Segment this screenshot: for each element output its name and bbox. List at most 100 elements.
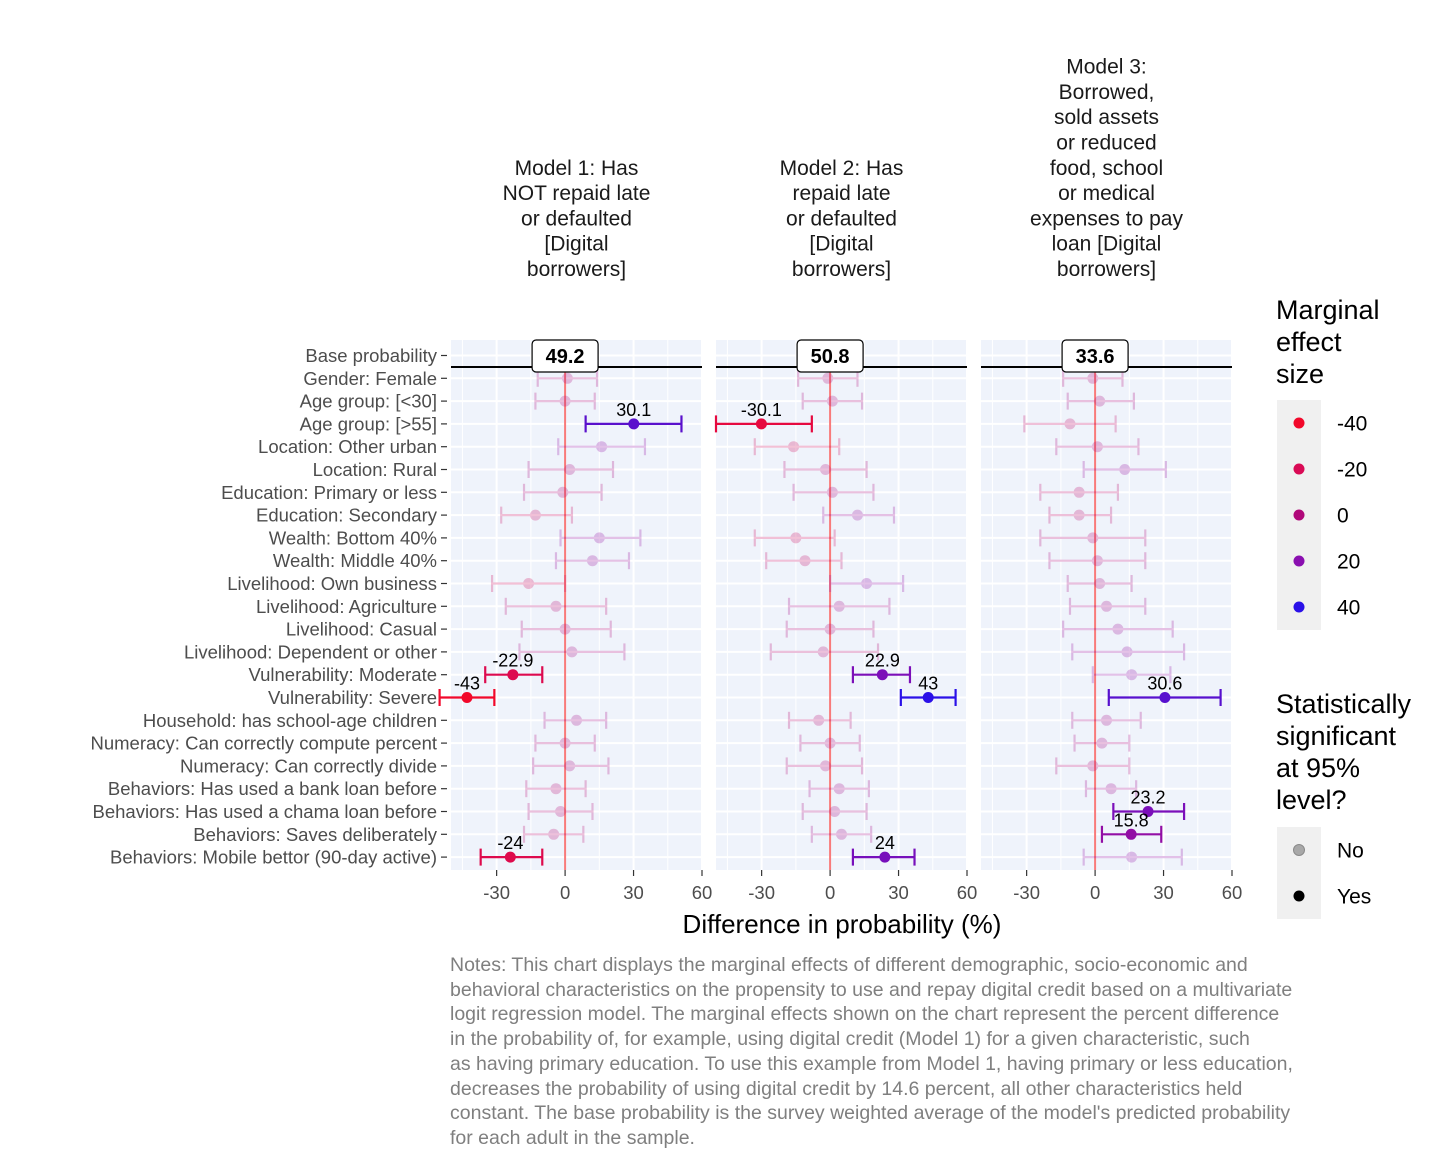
errorbar-row-1 bbox=[1062, 369, 1124, 387]
y-axis-label-10: Livelihood: Own business bbox=[227, 573, 437, 594]
legend-key-dot bbox=[1293, 890, 1305, 902]
estimate-point bbox=[571, 714, 582, 726]
estimate-point bbox=[1126, 669, 1138, 681]
y-axis-label-5: Location: Rural bbox=[313, 459, 437, 480]
errorbar-row-18 bbox=[785, 757, 864, 775]
legend-key-label: Yes bbox=[1337, 886, 1371, 909]
base-probability-box bbox=[1061, 339, 1129, 373]
estimate-point bbox=[1091, 441, 1103, 453]
panel-title-line: borrowers] bbox=[792, 258, 891, 281]
x-axis-tick-label: 60 bbox=[692, 882, 713, 903]
estimate-point bbox=[820, 464, 832, 475]
estimate-point bbox=[1119, 464, 1131, 475]
x-axis-tick-label: 0 bbox=[560, 882, 570, 903]
data-label: 30.6 bbox=[1147, 674, 1182, 694]
x-axis-tick-label: -30 bbox=[748, 882, 775, 903]
data-label: 24 bbox=[875, 833, 895, 853]
legend-title-line: significant bbox=[1276, 721, 1397, 751]
estimate-point bbox=[1087, 532, 1099, 544]
errorbar-row-20 bbox=[801, 803, 868, 820]
legend-key-dot bbox=[1293, 509, 1305, 521]
data-label: 15.8 bbox=[1114, 810, 1149, 830]
errorbar-row-7 bbox=[822, 506, 896, 524]
estimate-point bbox=[788, 441, 800, 453]
x-axis-tick-label: -30 bbox=[483, 882, 510, 903]
estimate-point bbox=[566, 646, 578, 658]
legend-key-dot bbox=[1293, 463, 1305, 475]
estimate-point bbox=[1121, 646, 1133, 658]
estimate-point bbox=[1073, 486, 1085, 498]
errorbar-row-2 bbox=[534, 392, 596, 410]
estimate-point bbox=[504, 851, 516, 863]
panel-title-line: borrowers] bbox=[1057, 258, 1156, 281]
panel-title-line: borrowers] bbox=[527, 258, 626, 281]
errorbar-row-13 bbox=[1071, 643, 1186, 661]
x-axis-tick-label: 0 bbox=[1090, 882, 1100, 903]
estimate-point bbox=[559, 623, 571, 635]
legend-key-label: -40 bbox=[1337, 413, 1367, 436]
legend-key-label: No bbox=[1337, 840, 1364, 863]
errorbar-row-16 bbox=[543, 711, 608, 729]
panel-title-line: Model 2: Has bbox=[780, 157, 904, 180]
panel-title-line: Borrowed, bbox=[1059, 81, 1155, 104]
errorbar-row-3 bbox=[1023, 415, 1117, 433]
errorbar-row-4 bbox=[753, 438, 841, 456]
errorbar-row-15 bbox=[899, 689, 957, 706]
panel-title-line: NOT repaid late bbox=[503, 182, 651, 205]
panel-background bbox=[451, 340, 702, 870]
estimate-point bbox=[550, 600, 562, 612]
errorbar-row-12 bbox=[520, 620, 612, 638]
legend-key-label: 20 bbox=[1337, 551, 1360, 574]
x-axis-tick-label: 0 bbox=[825, 882, 835, 903]
estimate-point bbox=[559, 737, 571, 749]
y-axis-label-9: Wealth: Middle 40% bbox=[273, 550, 437, 571]
estimate-point bbox=[1101, 600, 1112, 612]
errorbar-row-6 bbox=[792, 483, 875, 501]
base-probability-value: 50.8 bbox=[811, 346, 850, 368]
estimate-point bbox=[1096, 737, 1108, 749]
x-axis-tick-label: 60 bbox=[1222, 882, 1243, 903]
estimate-point bbox=[1073, 509, 1085, 521]
errorbar-row-22 bbox=[851, 848, 916, 866]
errorbar-row-14 bbox=[851, 666, 912, 684]
panel-title-line: expenses to pay bbox=[1030, 207, 1183, 230]
panel-title-line: or reduced bbox=[1056, 132, 1156, 155]
panel-title-line: or medical bbox=[1058, 182, 1155, 205]
errorbar-row-13 bbox=[769, 643, 880, 661]
panel-title-line: Model 1: Has bbox=[515, 157, 639, 180]
estimate-point bbox=[879, 851, 891, 863]
x-axis-tick-label: 30 bbox=[888, 882, 909, 903]
data-label: -22.9 bbox=[492, 651, 533, 671]
legend-title-line: size bbox=[1276, 359, 1324, 389]
estimate-point bbox=[1126, 851, 1138, 863]
legend-key-dot bbox=[1293, 417, 1305, 429]
estimate-point bbox=[1125, 828, 1137, 840]
estimate-point bbox=[851, 509, 863, 521]
errorbar-row-16 bbox=[1071, 711, 1142, 729]
data-label: -30.1 bbox=[741, 400, 782, 420]
estimate-point bbox=[461, 692, 473, 703]
estimate-point bbox=[826, 486, 838, 498]
estimate-point bbox=[836, 828, 847, 840]
estimate-point bbox=[861, 578, 873, 589]
errorbar-row-19 bbox=[808, 780, 870, 798]
legend-key-dot bbox=[1293, 601, 1305, 613]
estimate-point bbox=[628, 418, 640, 430]
y-axis-label-17: Numeracy: Can correctly compute percent bbox=[91, 733, 438, 754]
data-label: 43 bbox=[918, 674, 938, 694]
y-axis-label-14: Vulnerability: Moderate bbox=[248, 664, 437, 685]
x-axis-tick-label: -30 bbox=[1013, 882, 1040, 903]
estimate-point bbox=[826, 395, 838, 407]
estimate-point bbox=[1094, 395, 1106, 407]
estimate-point bbox=[822, 372, 834, 384]
chart-notes: Notes: This chart displays the marginal … bbox=[450, 954, 1293, 1149]
estimate-point bbox=[1091, 555, 1103, 567]
estimate-point bbox=[564, 464, 576, 475]
legend-key-dot bbox=[1293, 555, 1305, 567]
y-axis-label-18: Numeracy: Can correctly divide bbox=[180, 755, 437, 776]
y-axis-label-8: Wealth: Bottom 40% bbox=[269, 527, 437, 548]
errorbar-row-21 bbox=[1100, 825, 1163, 843]
errorbar-row-13 bbox=[518, 643, 626, 661]
